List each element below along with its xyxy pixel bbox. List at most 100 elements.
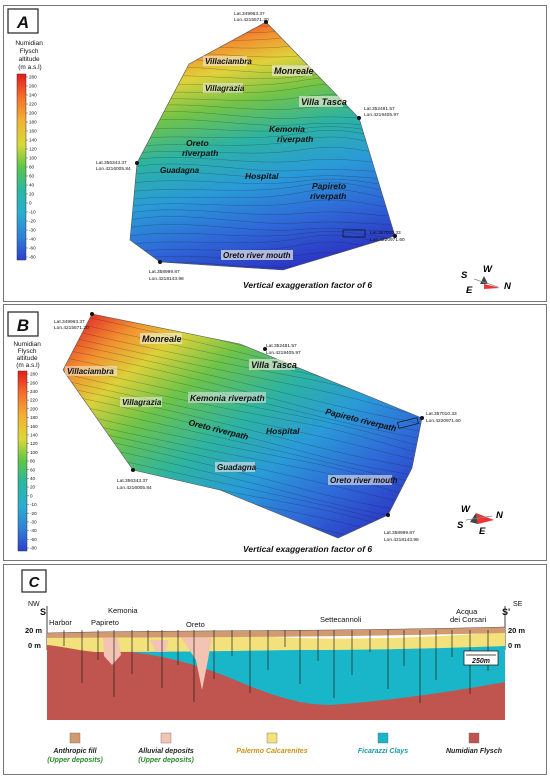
legend-title-line: altitude: [19, 56, 40, 63]
coord-label: Lat.357010.33: [370, 230, 401, 236]
ramp-tick-label: -40: [30, 528, 37, 533]
place-hospital: Hospital: [245, 171, 279, 181]
place-mouth: Oreto river mouth: [223, 251, 291, 260]
legend-label-calcarenites: Palermo Calcarenites: [236, 748, 307, 755]
contour-line: [63, 382, 422, 473]
panel-a-ramp-ticks: 280260240220200180160140120100806040200-…: [26, 75, 37, 260]
ramp-tick-label: 280: [30, 372, 38, 377]
contour-line: [130, 231, 395, 241]
end-s-prime: S': [502, 607, 510, 617]
panel-c-scale-box: [463, 650, 499, 666]
surface-line: [46, 626, 506, 634]
legend-swatch-calcarenites: [266, 732, 278, 744]
ramp-tick-label: 100: [30, 450, 38, 455]
ramp-tick-label: 0: [29, 201, 32, 206]
place-hospital: Hospital: [266, 426, 300, 436]
legend-label-anthropic: Anthropic fill: [52, 748, 97, 755]
panel-b-point: [386, 513, 390, 517]
panel-b-ramp-ticks: 280260240220200180160140120100806040200-…: [27, 372, 38, 551]
place-villagrazia: Villagrazia: [205, 84, 245, 93]
ramp-tick-label: 80: [29, 165, 35, 170]
label-box: [188, 392, 266, 403]
coord-label: Lat.358999.87: [384, 530, 415, 536]
place-oreto: Oreto riverpath: [182, 138, 218, 158]
coord-label: Lon.4215571.20: [234, 17, 269, 23]
label-box: [221, 250, 293, 260]
ramp-tick-label: -20: [29, 219, 36, 224]
legend-swatch-clays: [377, 732, 389, 744]
panel-b-color-ramp: [17, 370, 28, 552]
panel-b-letter: B: [17, 316, 29, 335]
papireto-l1: Papireto: [312, 181, 346, 191]
ramp-tick-label: 80: [30, 459, 36, 464]
panel-b-letter-box: [7, 311, 39, 337]
contour-line: [63, 397, 422, 488]
ramp-tick-label: -30: [29, 228, 36, 233]
ramp-tick-label: -60: [29, 246, 36, 251]
panel-b-frame: [3, 304, 547, 561]
compass-w: W: [483, 264, 493, 275]
ramp-tick-label: -20: [30, 511, 37, 516]
ramp-tick-label: -30: [30, 520, 37, 525]
place-harbor: Harbor: [49, 618, 72, 627]
panel-c-letter: C: [29, 574, 41, 591]
place-acqua: Acqua: [456, 607, 478, 616]
contour-line: [130, 199, 395, 211]
coord-label: Lon.4218143.98: [149, 276, 184, 282]
legend-title-line: (m a.s.l): [16, 362, 39, 369]
panel-a-scalebar: [342, 229, 366, 238]
panel-a-coordinates: Lat.349963.37 Lon.4215571.20 Lat.352481.…: [96, 11, 405, 282]
coord-label: Lon.4220971.60: [370, 237, 405, 243]
contour-line: [130, 224, 395, 233]
layer-alluvial-2: [180, 636, 212, 690]
contour-line: [63, 524, 422, 538]
legend-label-alluvial: Alluvial deposits: [137, 748, 194, 755]
label-box: [272, 65, 312, 76]
coord-label: Lat.349963.37: [234, 11, 265, 17]
ramp-tick-label: -60: [30, 537, 37, 542]
legend-label-flysch: Numidian Flysch: [446, 748, 502, 755]
place-papireto: Papireto riverpath: [310, 181, 348, 201]
compass-axis: [465, 515, 493, 521]
place-monreale: Monreale: [142, 334, 182, 344]
panel-c: C NW SE S S' 20 m 0 m 20 m 0 m Harbor Pa…: [21, 569, 525, 764]
compass-needle-icon: [484, 284, 500, 289]
compass-s: S: [461, 270, 468, 281]
panel-b-exaggeration: Vertical exaggeration factor of 6: [243, 544, 372, 554]
ramp-tick-label: 40: [30, 476, 36, 481]
coord-label: Lat.357010.33: [426, 411, 457, 417]
elev-0-left: 0 m: [28, 641, 41, 650]
ramp-tick-label: 180: [30, 415, 38, 420]
legend-title-line: altitude: [17, 355, 38, 362]
ramp-tick-label: -80: [29, 255, 36, 260]
label-box: [120, 397, 162, 407]
elev-0-right: 0 m: [508, 641, 521, 650]
panel-b-scalebar: [397, 417, 419, 429]
ramp-tick-label: 120: [30, 441, 38, 446]
panel-a-exaggeration: Vertical exaggeration factor of 6: [243, 280, 372, 290]
ramp-tick-label: 180: [29, 120, 37, 125]
coord-label: Lat.352481.57: [266, 343, 297, 349]
compass-s: S: [457, 520, 464, 531]
legend-swatch-anthropic: [69, 732, 81, 744]
compass-e: E: [479, 526, 486, 537]
panel-a-letter: A: [16, 13, 29, 32]
panel-c-scale-label: 250m: [471, 658, 490, 665]
dir-nw: NW: [28, 601, 40, 608]
ramp-tick-label: 260: [29, 84, 37, 89]
oreto-l1: Oreto: [186, 138, 209, 148]
panel-c-letter-box: [21, 569, 47, 593]
ramp-tick-label: -40: [29, 237, 36, 242]
panel-a-point: [393, 234, 397, 238]
panel-a-color-ramp: [16, 73, 27, 261]
label-box: [203, 83, 243, 93]
layer-alluvial-3: [150, 640, 168, 652]
contour-line: [63, 532, 422, 538]
ramp-tick-label: -80: [30, 546, 37, 551]
kemonia-l1: Kemonia: [269, 124, 305, 134]
coord-label: Lat.349963.37: [54, 319, 85, 325]
compass-axis: [473, 278, 499, 288]
contour-line: [63, 509, 422, 538]
coord-label: Lon.4216005.84: [117, 485, 152, 491]
